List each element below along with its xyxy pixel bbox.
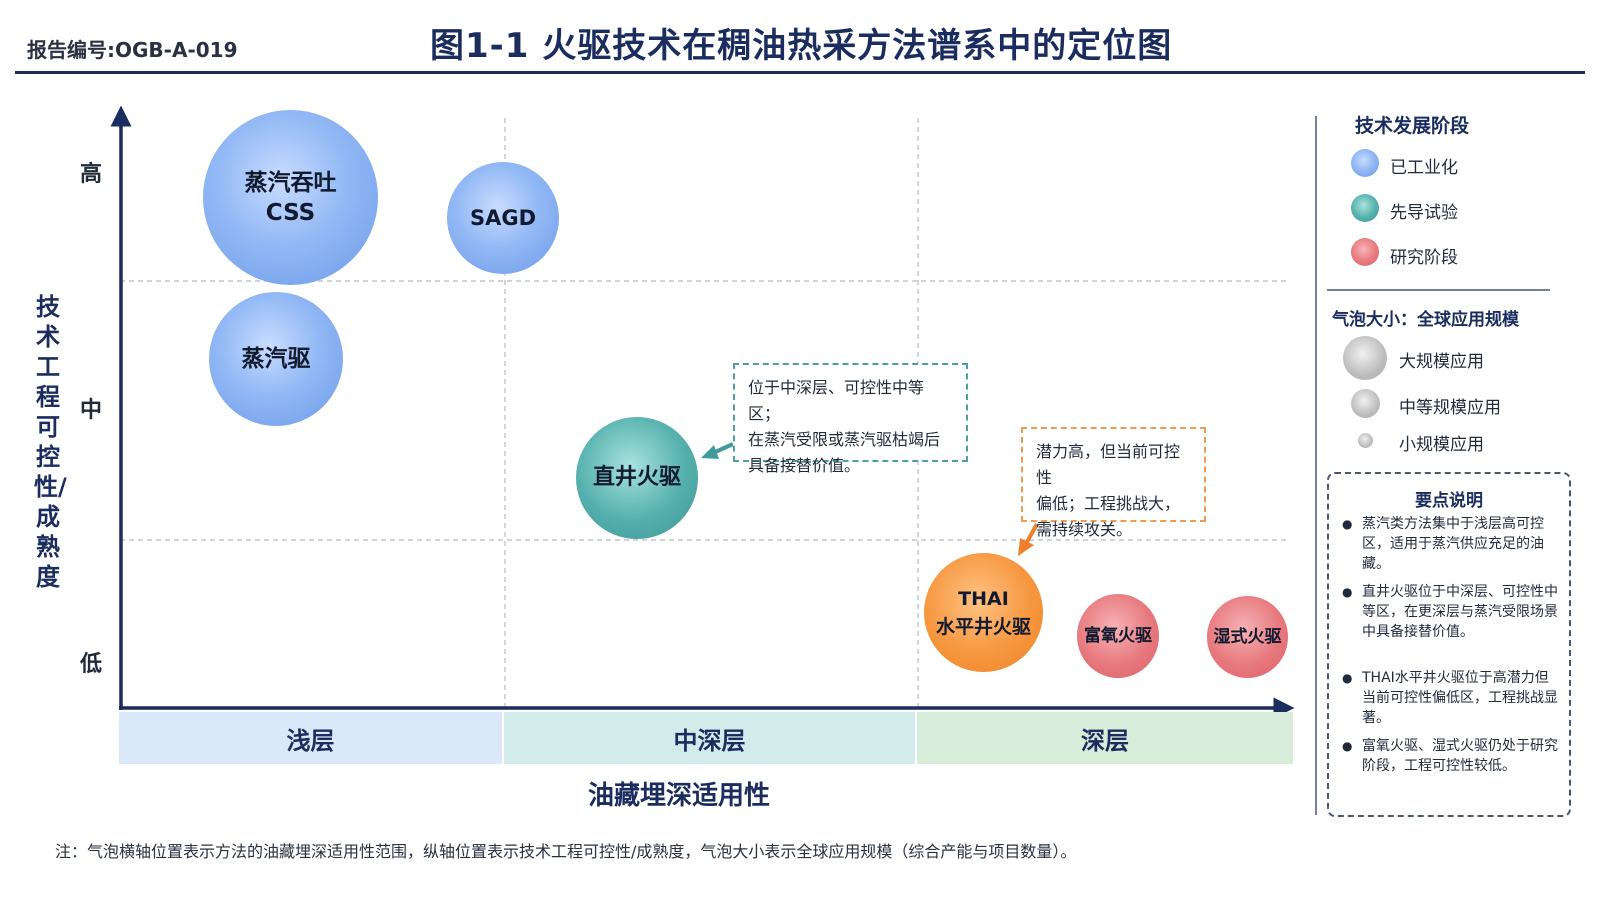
x-axis-title: 油藏埋深适用性 — [588, 781, 771, 811]
bubble-oxygen-label: 富氧火驱 — [1084, 626, 1152, 646]
callout-arrowhead-vertical — [701, 445, 719, 459]
legend-medium-label: 中等规模应用 — [1399, 398, 1501, 418]
bubble-thai[interactable]: THAI 水平井火驱 — [924, 553, 1043, 672]
note-item: ● THAI水平井火驱位于高潜力但当前可控性偏低区，工程挑战显著。 — [1342, 668, 1562, 728]
legend-large-label: 大规模应用 — [1399, 352, 1484, 372]
legend-research-label: 研究阶段 — [1390, 248, 1458, 268]
legend-pilot-label: 先导试验 — [1390, 203, 1458, 223]
bubble-css-label: 蒸汽吞吐 CSS — [245, 168, 337, 228]
note-item-text: 蒸汽类方法集中于浅层高可控区，适用于蒸汽供应充足的油藏。 — [1362, 516, 1544, 572]
callout-vertical-line: 位于中深层、可控性中等区； — [748, 378, 925, 423]
legend-large-swatch — [1343, 336, 1387, 380]
legend-small-label: 小规模应用 — [1399, 435, 1484, 455]
callout-arrow-vertical — [712, 442, 734, 455]
y-tick-low: 低 — [80, 652, 103, 677]
bubble-oxygen-enriched[interactable]: 富氧火驱 — [1077, 594, 1159, 678]
legend-industrial-swatch — [1351, 149, 1379, 177]
y-tick-high: 高 — [80, 162, 103, 187]
report-number: 报告编号:OGB-A-019 — [27, 38, 238, 62]
bubble-sagd[interactable]: SAGD — [447, 162, 559, 274]
bubble-css-line2: CSS — [265, 199, 316, 226]
y-tick-mid: 中 — [80, 398, 103, 423]
callout-vertical-line: 具备接替价值。 — [748, 456, 861, 475]
bubble-thai-label: THAI 水平井火驱 — [936, 585, 1031, 641]
zone-mid-deep: 中深层 — [504, 712, 915, 764]
header-rule — [15, 71, 1585, 74]
bubble-thai-line2: 水平井火驱 — [935, 615, 1031, 638]
legend-medium-swatch — [1351, 389, 1380, 418]
bubble-wet-label: 湿式火驱 — [1213, 627, 1282, 647]
callout-vertical-well: 位于中深层、可控性中等区； 在蒸汽受限或蒸汽驱枯竭后 具备接替价值。 — [733, 363, 968, 475]
note-item-text: 直井火驱位于中深层、可控性中等区，在更深层与蒸汽受限场景中具备接替价值。 — [1362, 584, 1558, 640]
bubble-sagd-label: SAGD — [469, 206, 537, 230]
legend-pilot-swatch — [1351, 194, 1379, 222]
callout-arrowhead-thai — [1018, 538, 1034, 556]
zone-shallow: 浅层 — [119, 712, 502, 764]
callout-thai-line: 潜力高，但当前可控性 — [1036, 442, 1181, 487]
callout-arrow-thai — [1025, 523, 1039, 543]
note-item-text: THAI水平井火驱位于高潜力但当前可控性偏低区，工程挑战显著。 — [1362, 670, 1558, 726]
bubble-css-line1: 蒸汽吞吐 — [244, 169, 337, 196]
bubble-css[interactable]: 蒸汽吞吐 CSS — [203, 110, 378, 285]
bubble-steam-drive-label: 蒸汽驱 — [241, 346, 311, 372]
bubble-vertical-well-fire-flood[interactable]: 直井火驱 — [576, 417, 698, 539]
legend-research-swatch — [1351, 238, 1379, 266]
callout-thai: 潜力高，但当前可控性 偏低；工程挑战大， 需持续攻关。 — [1021, 427, 1206, 539]
page-title: 图1-1 火驱技术在稠油热采方法谱系中的定位图 — [430, 26, 1173, 66]
callout-vertical-line: 在蒸汽受限或蒸汽驱枯竭后 — [748, 430, 941, 449]
bubble-wet-combustion[interactable]: 湿式火驱 — [1207, 596, 1288, 678]
callout-thai-line: 需持续攻关。 — [1036, 520, 1133, 539]
legend-small-swatch — [1358, 433, 1373, 448]
note-item: ● 富氧火驱、湿式火驱仍处于研究阶段，工程可控性较低。 — [1342, 736, 1562, 776]
notes-title: 要点说明 — [1415, 491, 1483, 511]
legend-stage-title: 技术发展阶段 — [1355, 115, 1470, 137]
bubble-vertical-label: 直井火驱 — [592, 465, 681, 490]
bubble-thai-line1: THAI — [958, 587, 1009, 610]
legend-size-title: 气泡大小：全球应用规模 — [1332, 310, 1519, 330]
footnote: 注：气泡横轴位置表示方法的油藏埋深适用性范围，纵轴位置表示技术工程可控性/成熟度… — [55, 842, 1077, 861]
note-item-text: 富氧火驱、湿式火驱仍处于研究阶段，工程可控性较低。 — [1362, 738, 1558, 774]
zone-deep: 深层 — [917, 712, 1293, 764]
notes-panel — [1327, 472, 1571, 817]
y-axis-title: 技术工程可控性/成熟度 — [34, 293, 67, 591]
callout-thai-line: 偏低；工程挑战大， — [1036, 494, 1181, 513]
note-item: ● 蒸汽类方法集中于浅层高可控区，适用于蒸汽供应充足的油藏。 — [1342, 514, 1562, 574]
legend-industrial-label: 已工业化 — [1390, 158, 1458, 178]
bubble-steam-drive[interactable]: 蒸汽驱 — [209, 292, 343, 426]
note-item: ● 直井火驱位于中深层、可控性中等区，在更深层与蒸汽受限场景中具备接替价值。 — [1342, 582, 1562, 642]
